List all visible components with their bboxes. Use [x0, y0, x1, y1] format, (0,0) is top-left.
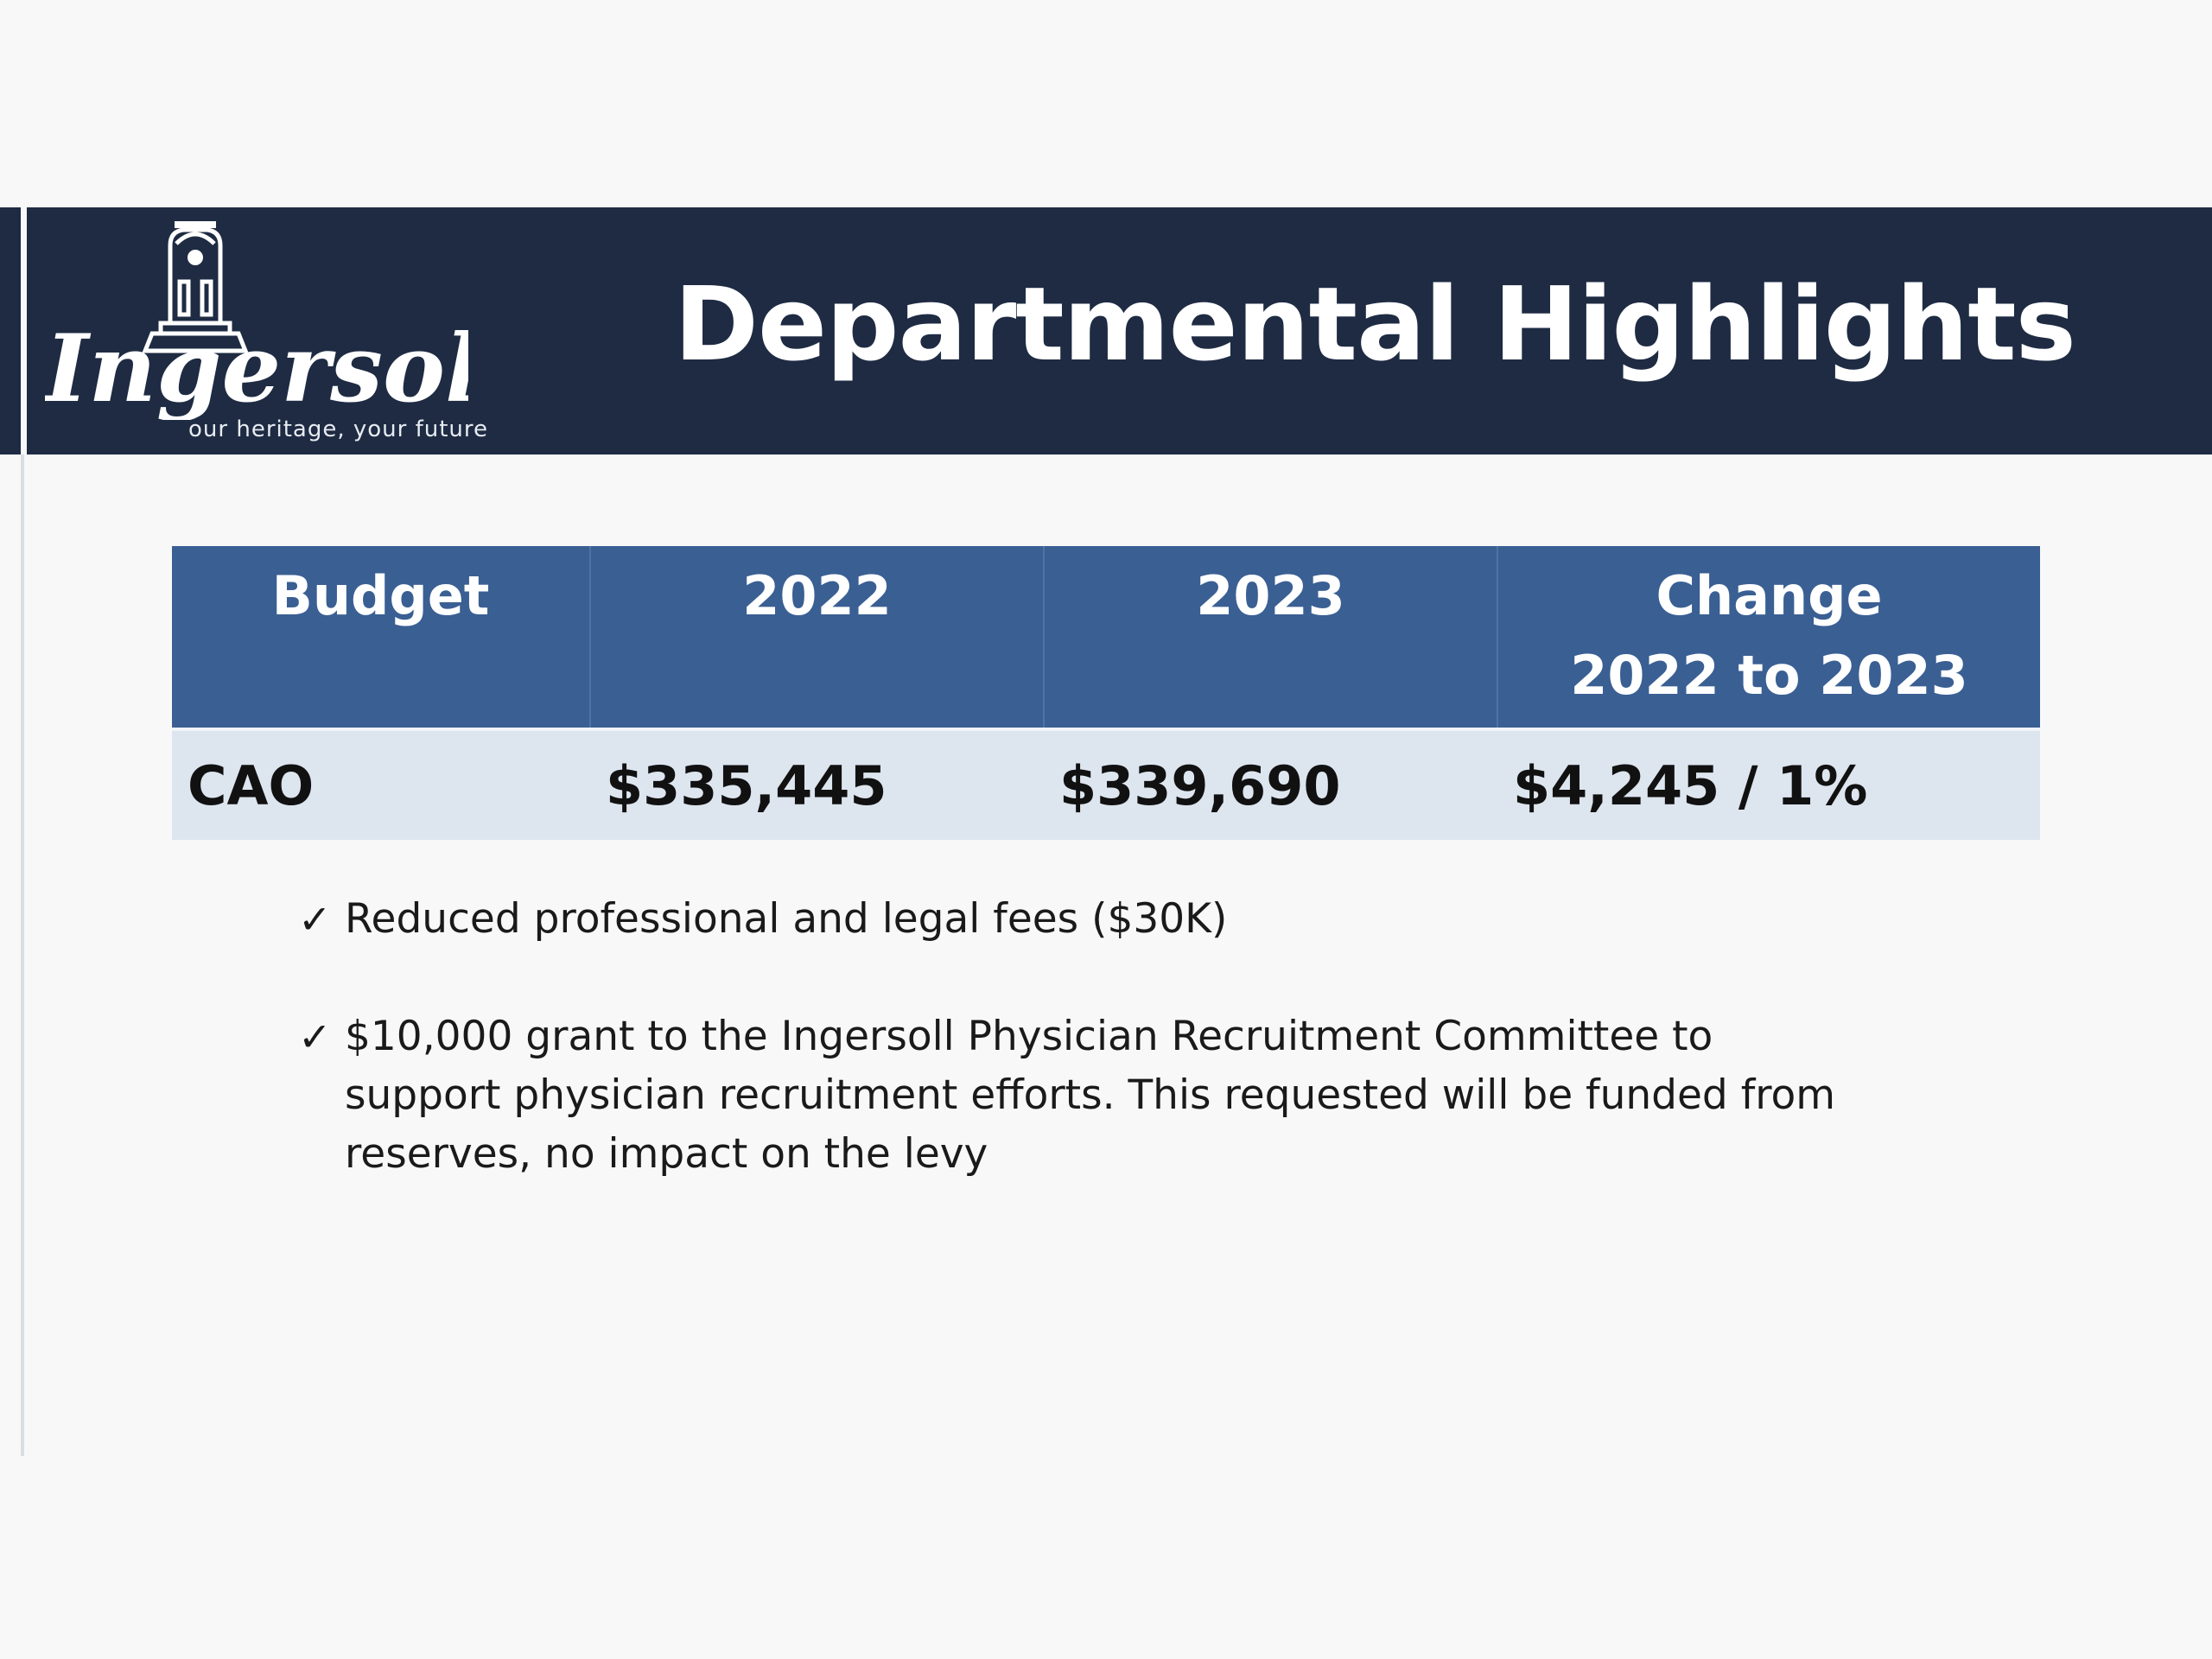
logo-wordmark: Ingersoll: [45, 315, 468, 420]
list-item: ✓ Reduced professional and legal fees ($…: [298, 890, 1879, 949]
page-title: Departmental Highlights: [674, 264, 2076, 384]
checkmark-icon: ✓: [298, 896, 332, 943]
header-band: Ingersoll our heritage, your future Depa…: [0, 207, 2212, 454]
header-change-sub: 2022 to 2023: [1570, 644, 1968, 707]
cell-department: CAO: [172, 728, 590, 840]
cell-2023: $339,690: [1044, 728, 1497, 840]
budget-table: Budget 2022 2023 Change 2022 to 2023 CAO…: [172, 546, 2040, 840]
list-item: ✓ $10,000 grant to the Ingersoll Physici…: [298, 1007, 1879, 1184]
cell-change: $4,245 / 1%: [1497, 728, 2040, 840]
header-change: Change 2022 to 2023: [1497, 546, 2040, 729]
town-hall-clocktower-logo-icon: Ingersoll: [45, 221, 468, 420]
checkmark-icon: ✓: [298, 1014, 332, 1060]
left-rule-divider: [21, 207, 24, 1456]
table-row: CAO $335,445 $339,690 $4,245 / 1%: [172, 728, 2040, 840]
header-2023: 2023: [1044, 546, 1498, 729]
header-change-label: Change: [1656, 564, 1883, 627]
bullet-text: $10,000 grant to the Ingersoll Physician…: [345, 1013, 1836, 1178]
header-budget: Budget: [172, 546, 591, 729]
cell-2022: $335,445: [590, 728, 1044, 840]
ingersoll-logo: Ingersoll our heritage, your future: [45, 221, 487, 446]
logo-tagline: our heritage, your future: [188, 416, 489, 442]
bullet-text: Reduced professional and legal fees ($30…: [345, 895, 1228, 943]
header-2022: 2022: [590, 546, 1045, 729]
highlights-list: ✓ Reduced professional and legal fees ($…: [298, 890, 1879, 1243]
header-gap-divider: [21, 207, 27, 454]
table-header-row: Budget 2022 2023 Change 2022 to 2023: [172, 546, 2040, 729]
